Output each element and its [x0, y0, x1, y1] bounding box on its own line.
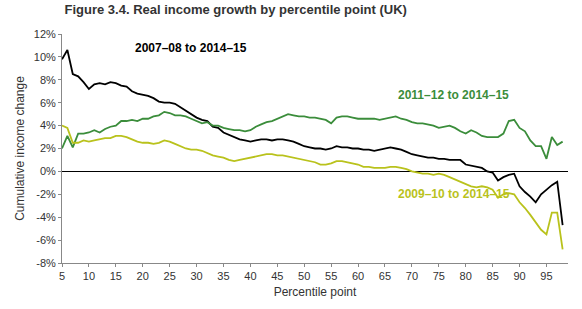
svg-text:80: 80	[460, 270, 472, 282]
svg-text:30: 30	[190, 270, 202, 282]
svg-text:85: 85	[487, 270, 499, 282]
svg-text:60: 60	[352, 270, 364, 282]
svg-text:35: 35	[217, 270, 229, 282]
svg-text:2%: 2%	[40, 142, 56, 154]
svg-text:55: 55	[325, 270, 337, 282]
svg-text:-6%: -6%	[36, 234, 56, 246]
svg-text:20: 20	[137, 270, 149, 282]
svg-text:25: 25	[164, 270, 176, 282]
svg-text:70: 70	[406, 270, 418, 282]
svg-text:50: 50	[298, 270, 310, 282]
svg-text:90: 90	[513, 270, 525, 282]
svg-text:95: 95	[540, 270, 552, 282]
svg-text:10%: 10%	[34, 51, 56, 63]
svg-text:75: 75	[433, 270, 445, 282]
svg-text:2011–12 to 2014–15: 2011–12 to 2014–15	[398, 88, 509, 102]
svg-text:12%: 12%	[34, 28, 56, 40]
svg-text:0%: 0%	[40, 165, 56, 177]
svg-text:65: 65	[379, 270, 391, 282]
svg-text:-4%: -4%	[36, 211, 56, 223]
svg-text:Percentile point: Percentile point	[274, 285, 357, 299]
svg-text:45: 45	[271, 270, 283, 282]
svg-text:5: 5	[59, 270, 65, 282]
svg-text:Cumulative income change: Cumulative income change	[13, 76, 27, 221]
svg-text:10: 10	[83, 270, 95, 282]
svg-text:8%: 8%	[40, 74, 56, 86]
svg-text:-8%: -8%	[36, 257, 56, 269]
svg-text:4%: 4%	[40, 119, 56, 131]
svg-text:Figure 3.4. Real income growth: Figure 3.4. Real income growth by percen…	[65, 2, 407, 17]
svg-text:-2%: -2%	[36, 188, 56, 200]
svg-text:6%: 6%	[40, 97, 56, 109]
svg-text:2009–10 to 2014–15: 2009–10 to 2014–15	[398, 187, 510, 201]
svg-text:2007–08 to 2014–15: 2007–08 to 2014–15	[135, 41, 247, 55]
svg-text:40: 40	[244, 270, 256, 282]
svg-text:15: 15	[110, 270, 122, 282]
